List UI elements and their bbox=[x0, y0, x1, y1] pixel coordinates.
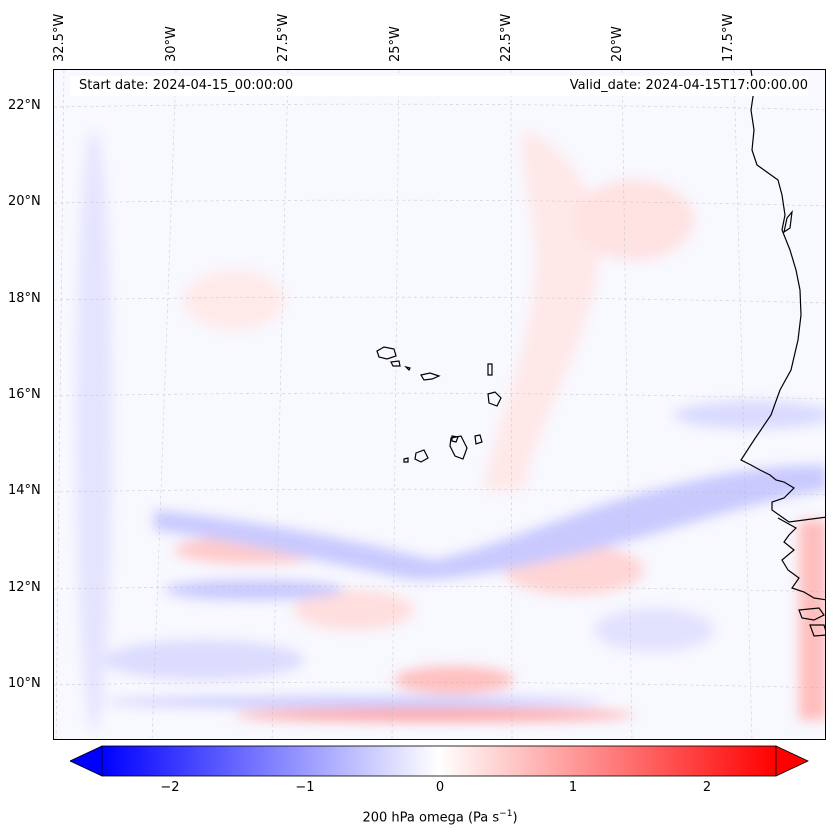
valid-date-text: Valid_date: 2024-04-15T17:00:00.00 bbox=[569, 78, 808, 93]
colorbar-tick-1: 1 bbox=[568, 780, 578, 795]
negative-streak-east bbox=[674, 401, 825, 429]
positive-streak-south bbox=[234, 709, 634, 721]
lat-label-16n: 16°N bbox=[8, 387, 41, 402]
parallel-16 bbox=[54, 392, 825, 400]
lon-label-22-5w: 22.5°W bbox=[499, 13, 514, 62]
colorbar-extend-min bbox=[70, 745, 103, 777]
coast-mauritania-senegal bbox=[740, 70, 825, 523]
island-bissagos-1 bbox=[798, 607, 825, 621]
lat-label-10n: 10°N bbox=[8, 676, 41, 691]
island-fogo bbox=[414, 449, 429, 463]
positive-patch-south bbox=[394, 666, 514, 694]
meridian-27-5 bbox=[271, 70, 289, 739]
lon-label-25w: 25°W bbox=[388, 26, 403, 62]
meridian-25 bbox=[391, 70, 400, 739]
map-panel bbox=[53, 69, 826, 740]
parallel-20 bbox=[54, 199, 825, 207]
meridian-20 bbox=[621, 70, 633, 739]
meridian-32-5 bbox=[55, 70, 65, 739]
negative-patch-sw bbox=[104, 640, 304, 680]
colorbar-gradient bbox=[101, 745, 777, 777]
colorbar-tick-0: 0 bbox=[435, 780, 445, 795]
start-date-text: Start date: 2024-04-15_00:00:00 bbox=[79, 78, 294, 93]
positive-patch-w bbox=[184, 270, 284, 330]
parallel-14 bbox=[54, 488, 825, 496]
coast-inlet bbox=[783, 210, 793, 234]
parallel-22 bbox=[54, 103, 825, 111]
island-brava bbox=[403, 457, 409, 463]
colorbar-label: 200 hPa omega (Pa s−1) bbox=[0, 809, 837, 825]
colorbar bbox=[70, 745, 809, 777]
negative-patch-se bbox=[594, 608, 714, 652]
lat-label-12n: 12°N bbox=[8, 580, 41, 595]
colorbar-label-end: ) bbox=[512, 810, 518, 826]
negative-streak-sw bbox=[164, 580, 344, 600]
positive-patch-sw bbox=[294, 590, 414, 630]
island-bissagos-2 bbox=[809, 624, 825, 637]
positive-band-north bbox=[484, 130, 600, 490]
lat-label-22n: 22°N bbox=[8, 98, 41, 113]
lat-label-20n: 20°N bbox=[8, 194, 41, 209]
gridlines bbox=[54, 70, 825, 739]
meridian-22-5 bbox=[510, 70, 513, 739]
coast-guinea-bissau bbox=[777, 517, 825, 601]
negative-strip-west bbox=[76, 130, 112, 730]
parallel-10 bbox=[54, 681, 825, 689]
colorbar-label-text: 200 hPa omega (Pa s bbox=[362, 810, 500, 826]
lon-label-17-5w: 17.5°W bbox=[721, 13, 736, 62]
meridian-30 bbox=[151, 70, 177, 739]
colorbar-tick-minus1: −1 bbox=[295, 780, 315, 795]
africa-coastline bbox=[740, 70, 825, 637]
omega-field-map bbox=[54, 70, 825, 739]
lat-label-18n: 18°N bbox=[8, 291, 41, 306]
colorbar-tick-minus2: −2 bbox=[160, 780, 180, 795]
lon-label-27-5w: 27.5°W bbox=[276, 13, 291, 62]
omega-shading bbox=[76, 130, 825, 730]
date-info-bar bbox=[70, 76, 808, 96]
parallel-12 bbox=[54, 585, 825, 593]
meridian-17-5 bbox=[733, 70, 753, 739]
island-santa-luzia bbox=[404, 365, 411, 372]
lon-label-20w: 20°W bbox=[610, 26, 625, 62]
positive-patch-ne bbox=[574, 180, 694, 260]
negative-streak-south bbox=[104, 697, 604, 707]
colorbar-extend-max bbox=[775, 745, 809, 777]
island-maio-east bbox=[474, 434, 483, 445]
island-boa-vista bbox=[487, 391, 502, 407]
island-santo-antao bbox=[376, 346, 397, 360]
island-sao-vicente bbox=[390, 360, 401, 367]
island-sal bbox=[487, 363, 493, 376]
lon-label-30w: 30°W bbox=[164, 26, 179, 62]
colorbar-tick-2: 2 bbox=[702, 780, 712, 795]
island-sao-nicolau bbox=[420, 372, 441, 381]
lat-label-14n: 14°N bbox=[8, 483, 41, 498]
colorbar-label-sup: −1 bbox=[499, 809, 513, 819]
cape-verde-islands bbox=[376, 346, 502, 463]
lon-label-32-5w: 32.5°W bbox=[52, 13, 67, 62]
island-santiago bbox=[449, 435, 468, 460]
negative-band-central bbox=[154, 465, 825, 580]
parallel-18 bbox=[54, 296, 825, 304]
